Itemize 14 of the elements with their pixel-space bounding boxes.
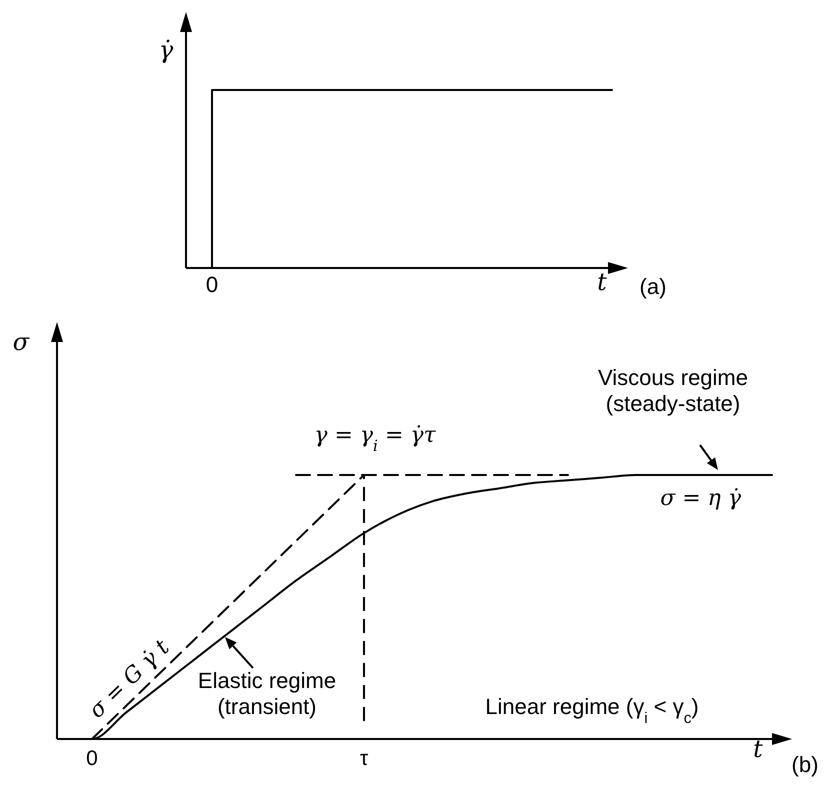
x-axis-title: t bbox=[597, 268, 608, 296]
text: (b) bbox=[792, 752, 818, 777]
text: γ = γ$_{i}$ = γ̇τ bbox=[314, 423, 437, 455]
annotation: σ = G γ̇ t bbox=[84, 635, 175, 724]
annotation: Linear regime (γ$_{i}$ < γ$_{c}$) bbox=[485, 694, 699, 726]
text: (a) bbox=[640, 274, 666, 299]
x-tick-label: τ bbox=[360, 747, 369, 770]
annotation: σ = η γ̇ bbox=[660, 486, 742, 511]
annotation: Elastic regime (transient) bbox=[198, 668, 336, 719]
text: Viscous regime (steady-state) bbox=[598, 365, 748, 416]
text: 0 bbox=[206, 272, 218, 297]
y-axis-title: γ̇ bbox=[158, 36, 174, 64]
x-axis-title: t bbox=[753, 735, 764, 763]
y-axis-title: σ bbox=[12, 328, 30, 356]
